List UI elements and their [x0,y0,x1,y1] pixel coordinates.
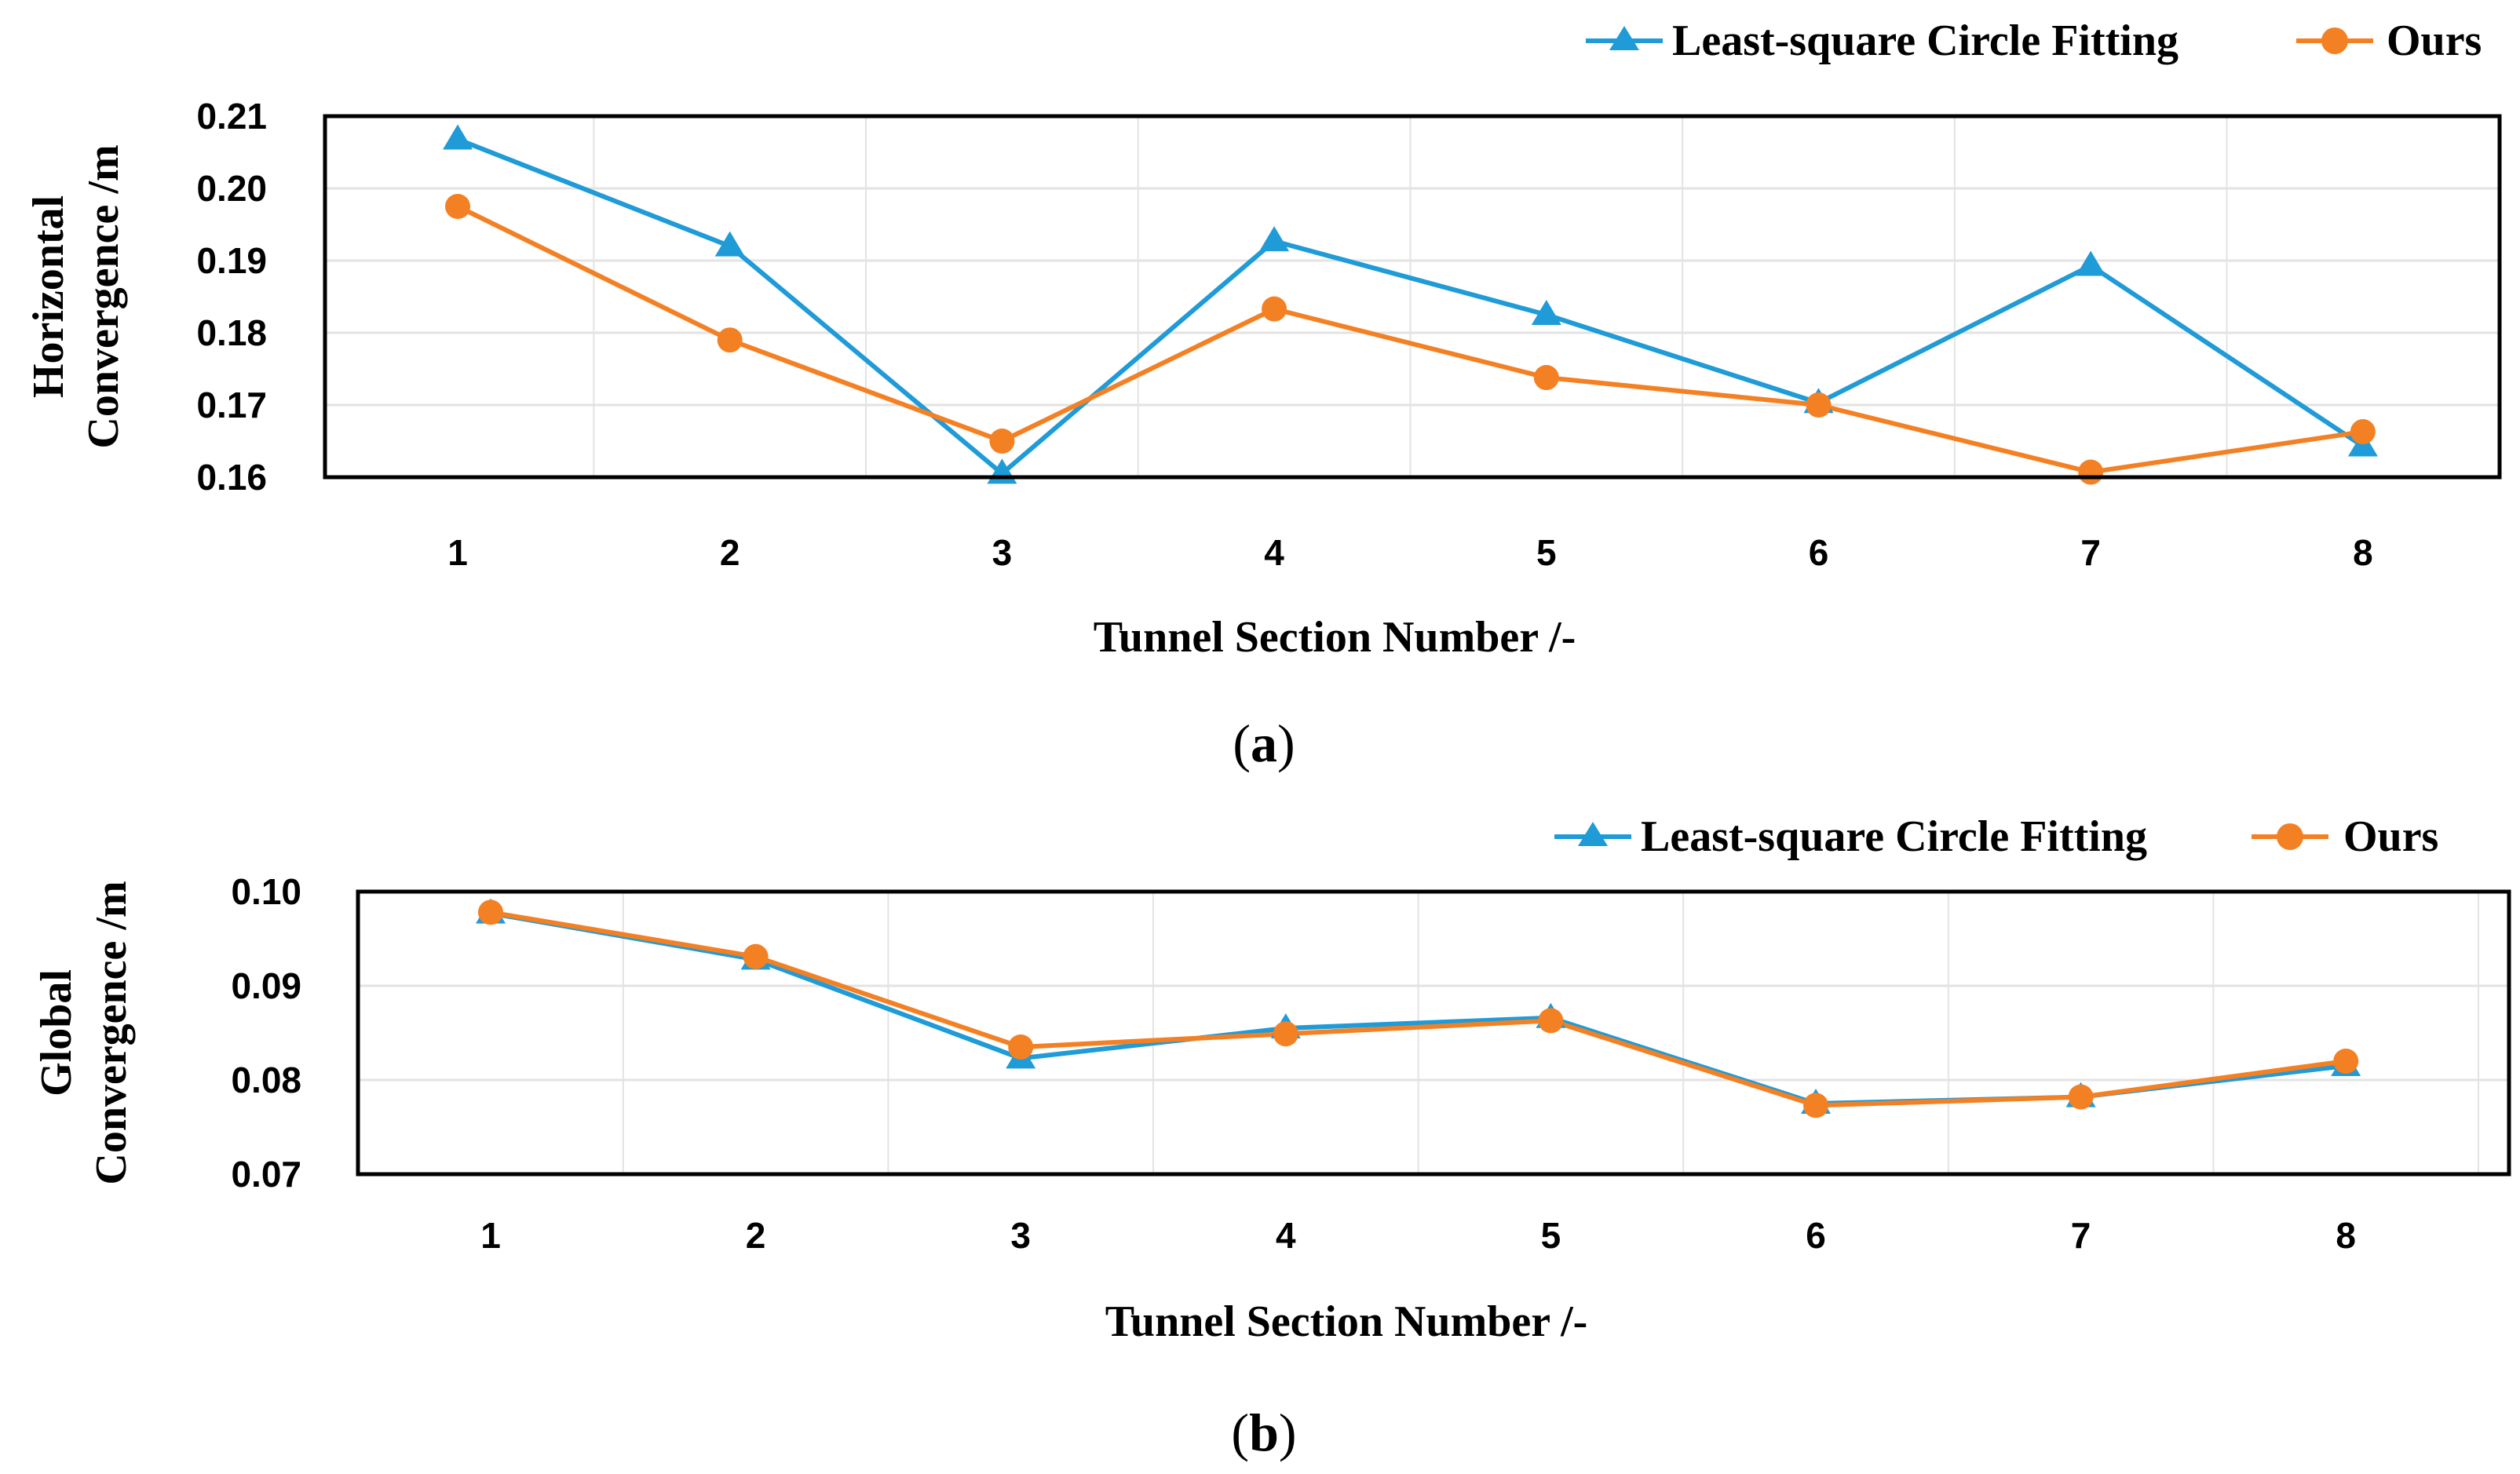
chart-a-series2-point [445,194,470,219]
legend-a-series2-label: Ours [2387,16,2482,65]
legend-b-series2-label: Ours [2343,812,2438,861]
legend-b-series1-label: Least-square Circle Fitting [1641,812,2147,861]
chart-a-x-tick-label: 4 [1264,532,1284,573]
chart-b-series2-point [743,943,769,969]
chart-b-plot-frame [356,889,2511,1177]
chart-a-series2-point [1806,392,1832,418]
chart-b-series2-point [2333,1049,2359,1074]
chart-b-series2-point [1008,1034,1034,1060]
chart-b-x-ticks: 1 2 3 4 5 6 7 8 [480,1215,2356,1256]
legend-b-series1-marker [1578,822,1608,846]
chart-b: Least-square Circle Fitting Ours 0.070.0… [32,812,2511,1462]
chart-b-series2-point [478,899,503,925]
chart-b-caption: (b) [1231,1403,1296,1462]
chart-a-ylabel-line1: Horizontal [24,195,73,398]
chart-a-series2-points [445,194,2376,485]
chart-b-series2-point [1538,1008,1564,1034]
chart-a-x-ticks: 1 2 3 4 5 6 7 8 [447,532,2372,573]
chart-b-xlabel: Tunnel Section Number /- [1105,1297,1588,1346]
legend-a-series2-marker [2321,27,2348,54]
chart-a-y-tick-label: 0.18 [196,312,267,353]
chart-a-series1-point [1259,226,1290,252]
chart-a-caption: (a) [1233,713,1295,773]
legend-b-series2-marker [2277,823,2303,850]
chart-a-series2-point [2350,419,2376,445]
chart-a-y-tick-label: 0.21 [196,96,267,137]
chart-a-series1-point [1531,300,1561,325]
chart-a-series2-point [717,327,743,353]
legend-a-series1-label: Least-square Circle Fitting [1672,16,2179,65]
chart-a-series2-point [2078,459,2104,485]
chart-b-y-tick-label: 0.07 [231,1154,301,1195]
chart-b-x-tick-label: 8 [2336,1215,2356,1256]
chart-a-y-tick-label: 0.20 [196,168,267,209]
chart-b-series2-point [1273,1021,1298,1047]
chart-a-series1-point [714,231,745,257]
chart-b-x-tick-label: 4 [1276,1215,1296,1256]
chart-a-series1-line [456,137,2365,476]
chart-a-x-tick-label: 8 [2353,532,2373,573]
chart-a-legend: Least-square Circle Fitting Ours [1586,16,2482,65]
chart-a-x-tick-label: 5 [1536,532,1557,573]
chart-a-series2-point [1533,365,1559,391]
chart-a-y-tick-label: 0.19 [196,240,267,281]
chart-a-x-tick-label: 1 [447,532,468,573]
chart-b-series2-points [478,899,2359,1118]
legend-a-series1-marker [1609,26,1639,50]
chart-a-xlabel: Tunnel Section Number /- [1094,613,1576,662]
chart-a-x-tick-label: 7 [2080,532,2101,573]
chart-b-ylabel-line2: Convergence /m [87,881,136,1184]
chart-b-y-tick-label: 0.09 [231,965,301,1006]
chart-b-legend: Least-square Circle Fitting Ours [1554,812,2438,861]
chart-b-x-tick-label: 2 [746,1215,766,1256]
chart-a-x-tick-label: 6 [1809,532,1829,573]
chart-b-y-tick-label: 0.10 [231,871,301,912]
chart-b-x-tick-label: 5 [1541,1215,1561,1256]
chart-a-grid [325,115,2500,479]
chart-b-series2-point [1803,1093,1828,1118]
chart-b-x-tick-label: 7 [2071,1215,2091,1256]
chart-a-series2-point [989,429,1015,454]
chart-a-x-tick-label: 2 [720,532,740,573]
chart-a-ylabel-line2: Convergence /m [79,144,128,448]
chart-b-y-tick-label: 0.08 [231,1060,301,1100]
chart-b-series2-line [490,910,2347,1108]
chart-a-plot-frame [323,114,2502,480]
chart-a-series2-point [1262,296,1287,322]
chart-a-series1-point [2076,250,2106,276]
chart-b-ylabel-line1: Global [32,969,81,1096]
chart-a-x-tick-label: 3 [992,532,1013,573]
chart-a-series2-line [456,204,2364,475]
chart-a: Least-square Circle Fitting Ours 0.160.1… [24,16,2502,773]
chart-a-y-tick-label: 0.17 [196,385,267,425]
chart-b-x-tick-label: 1 [480,1215,501,1256]
chart-a-y-tick-label: 0.16 [196,457,267,498]
chart-b-series2-point [2068,1084,2094,1110]
chart-b-grid [357,890,2509,1176]
chart-b-x-tick-label: 6 [1806,1215,1826,1256]
chart-a-y-ticks: 0.16 0.17 0.18 0.19 0.20 0.21 [196,96,267,498]
chart-a-series1-point [443,124,473,150]
chart-b-x-tick-label: 3 [1010,1215,1031,1256]
chart-b-y-ticks: 0.07 0.08 0.09 0.10 [231,871,301,1195]
